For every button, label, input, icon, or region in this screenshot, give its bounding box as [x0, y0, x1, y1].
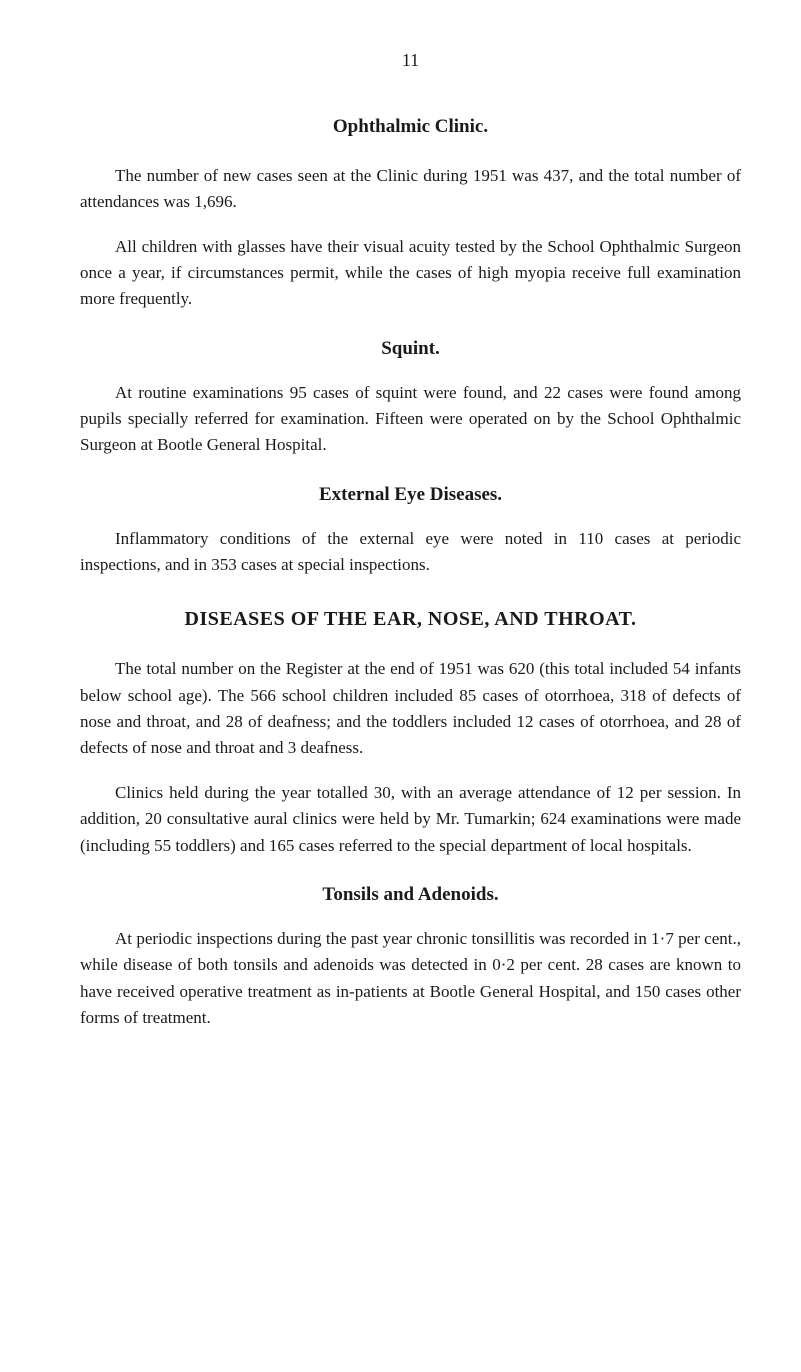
diseases-ear-paragraph-1: The total number on the Register at the …: [80, 656, 741, 761]
ophthalmic-paragraph-2: All children with glasses have their vis…: [80, 234, 741, 313]
ophthalmic-heading: Ophthalmic Clinic.: [80, 116, 741, 138]
external-eye-paragraph-1: Inflammatory conditions of the external …: [80, 526, 741, 579]
diseases-ear-paragraph-2: Clinics held during the year totalled 30…: [80, 780, 741, 859]
tonsils-heading: Tonsils and Adenoids.: [80, 884, 741, 906]
diseases-ear-heading: DISEASES OF THE EAR, NOSE, AND THROAT.: [80, 608, 741, 631]
squint-heading: Squint.: [80, 338, 741, 360]
squint-paragraph-1: At routine examinations 95 cases of squi…: [80, 380, 741, 459]
tonsils-paragraph-1: At periodic inspections during the past …: [80, 926, 741, 1031]
ophthalmic-paragraph-1: The number of new cases seen at the Clin…: [80, 163, 741, 216]
page-number: 11: [80, 50, 741, 71]
external-eye-heading: External Eye Diseases.: [80, 484, 741, 506]
